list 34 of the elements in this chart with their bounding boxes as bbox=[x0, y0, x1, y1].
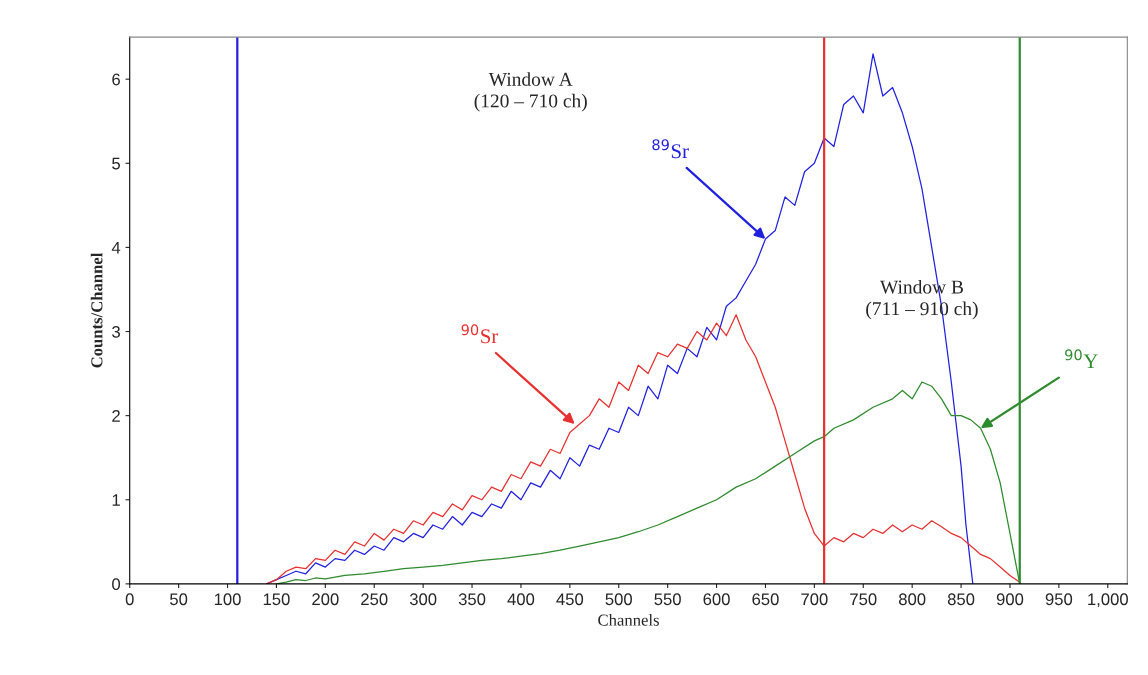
y-axis-title: Counts/Channel bbox=[90, 252, 103, 368]
annotation: $^{90}$Y bbox=[1065, 349, 1098, 369]
x-tick-label: 200 bbox=[312, 593, 339, 606]
y-tick-label: 2 bbox=[112, 410, 120, 422]
x-tick-label: 600 bbox=[703, 593, 730, 606]
x-tick-label: 1,000 bbox=[1088, 593, 1128, 608]
x-tick-label: 350 bbox=[458, 593, 486, 606]
x-tick-label: 750 bbox=[850, 593, 877, 606]
x-tick-label: 300 bbox=[409, 593, 437, 606]
x-tick-label: 850 bbox=[947, 593, 975, 606]
y-tick-label: 6 bbox=[112, 73, 120, 86]
x-tick-label: 150 bbox=[263, 593, 290, 606]
x-tick-label: 450 bbox=[556, 593, 584, 606]
x-tick-label: 550 bbox=[654, 593, 681, 606]
x-tick-label: 800 bbox=[898, 593, 926, 606]
annotation: $^{90}$Sr bbox=[461, 324, 499, 344]
x-tick-label: 50 bbox=[170, 593, 188, 606]
x-tick-label: 500 bbox=[605, 593, 632, 606]
x-tick-label: 400 bbox=[507, 593, 535, 606]
x-tick-label: 700 bbox=[801, 593, 828, 606]
y-tick-label: 3 bbox=[112, 325, 120, 338]
y-tick-label: 0 bbox=[112, 578, 121, 591]
y-tick-label: 4 bbox=[111, 241, 121, 254]
x-tick-label: 900 bbox=[996, 593, 1024, 606]
y-tick-label: 5 bbox=[112, 157, 120, 170]
x-tick-label: 950 bbox=[1045, 593, 1073, 606]
x-tick-label: 650 bbox=[752, 593, 779, 606]
annotation: $^{89}$Sr bbox=[652, 139, 689, 159]
x-tick-label: 0 bbox=[125, 593, 134, 606]
x-tick-label: 100 bbox=[214, 593, 241, 606]
x-axis-title: Channels bbox=[598, 613, 659, 626]
x-tick-label: 250 bbox=[361, 593, 388, 606]
y-tick-label: 1 bbox=[112, 494, 120, 506]
annotation: Window A (120 – 710 ch) bbox=[474, 72, 587, 112]
